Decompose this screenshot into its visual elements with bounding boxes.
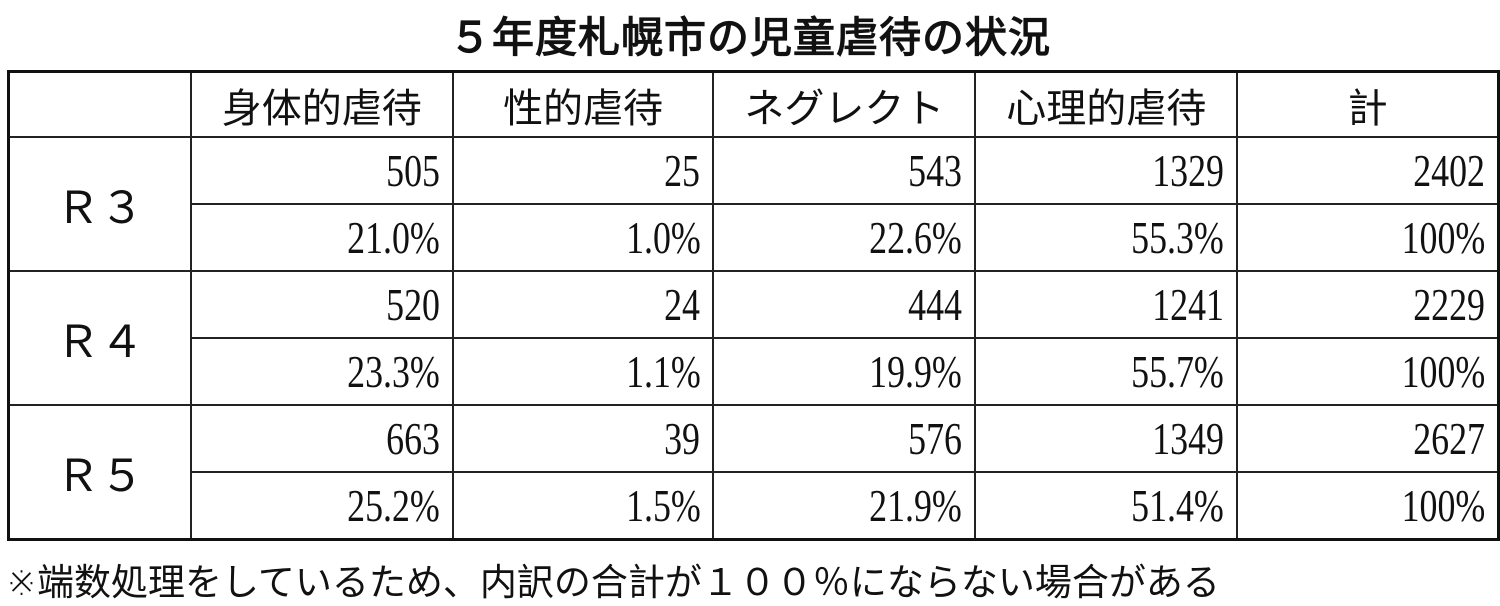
cell-value: 663 <box>385 413 440 464</box>
cell-value: 24 <box>664 279 701 330</box>
percent-cell: 51.4% <box>974 471 1239 541</box>
count-cell: 576 <box>712 404 977 473</box>
cell-value: 543 <box>908 145 963 196</box>
header-row: 身体的虐待 性的虐待 ネグレクト 心理的虐待計 <box>7 70 1500 138</box>
count-row: Ｒ３ 505 25 543 1329 2402 <box>7 136 1500 272</box>
table-title: ５年度札幌市の児童虐待の状況 <box>448 13 1051 62</box>
percent-cell: 55.3% <box>974 203 1239 272</box>
percent-cell: 21.0% <box>189 203 454 272</box>
percent-cell: 25.2% <box>189 471 454 541</box>
count-cell: 520 <box>189 270 454 339</box>
cell-value: 55.7% <box>1131 346 1225 397</box>
percent-cell: 1.1% <box>451 337 715 406</box>
year-label: Ｒ４ <box>7 270 192 406</box>
percent-cell: 100% <box>1236 337 1500 406</box>
percent-cell: 100% <box>1236 471 1500 541</box>
cell-value: 2402 <box>1413 145 1485 196</box>
count-cell: 2627 <box>1236 404 1500 473</box>
cell-value: 100% <box>1401 480 1485 531</box>
count-row: Ｒ４ 520 24 444 1241 2229 <box>7 270 1500 406</box>
percent-cell: 22.6% <box>712 203 977 272</box>
column-header: 身体的虐待 <box>189 70 454 138</box>
year-label: Ｒ５ <box>7 404 192 541</box>
count-cell: 505 <box>189 136 454 205</box>
cell-value: 1.0% <box>625 212 701 263</box>
count-cell: 2229 <box>1236 270 1500 339</box>
cell-value: 21.0% <box>346 212 440 263</box>
cell-value: 39 <box>664 413 701 464</box>
percent-cell: 55.7% <box>974 337 1239 406</box>
percent-cell: 1.5% <box>451 471 715 541</box>
cell-value: 100% <box>1401 212 1485 263</box>
column-header: 心理的虐待 <box>974 70 1239 138</box>
cell-value: 505 <box>385 145 440 196</box>
cell-value: 25.2% <box>346 480 440 531</box>
count-cell: 2402 <box>1236 136 1500 205</box>
cell-value: 1.5% <box>625 480 701 531</box>
percent-row: 23.3% 1.1% 19.9% 55.7% 100% <box>9 337 1500 406</box>
cell-value: 520 <box>385 279 440 330</box>
cell-value: 1349 <box>1152 413 1225 464</box>
percent-cell: 23.3% <box>189 337 454 406</box>
cell-value: 576 <box>908 413 963 464</box>
count-row: Ｒ５ 663 39 576 1349 2627 <box>7 404 1500 541</box>
count-cell: 444 <box>712 270 977 339</box>
cell-value: 19.9% <box>869 346 963 397</box>
cell-value: 22.6% <box>869 212 963 263</box>
percent-cell: 1.0% <box>451 203 715 272</box>
count-cell: 1349 <box>974 404 1239 473</box>
abuse-statistics-table: 身体的虐待 性的虐待 ネグレクト 心理的虐待計 Ｒ３ 505 25 543 1329 2402 2… <box>7 70 1500 541</box>
corner-header <box>7 70 192 138</box>
count-cell: 25 <box>451 136 715 205</box>
percent-cell: 100% <box>1236 203 1500 272</box>
cell-value: 2627 <box>1413 413 1485 464</box>
count-cell: 1329 <box>974 136 1239 205</box>
count-cell: 39 <box>451 404 715 473</box>
cell-value: 2229 <box>1413 279 1485 330</box>
cell-value: 100% <box>1401 346 1485 397</box>
count-cell: 543 <box>712 136 977 205</box>
percent-cell: 19.9% <box>712 337 977 406</box>
count-cell: 24 <box>451 270 715 339</box>
cell-value: 25 <box>664 145 701 196</box>
percent-row: 25.2% 1.5% 21.9% 51.4% 100% <box>9 471 1500 541</box>
cell-value: 1329 <box>1152 145 1225 196</box>
cell-value: 55.3% <box>1131 212 1225 263</box>
count-cell: 1241 <box>974 270 1239 339</box>
cell-value: 21.9% <box>869 480 963 531</box>
column-header: 計 <box>1236 70 1500 138</box>
cell-value: 1.1% <box>625 346 701 397</box>
cell-value: 444 <box>908 279 963 330</box>
column-header: 性的虐待 <box>451 70 715 138</box>
footnote: ※端数処理をしているため、内訳の合計が１００％にならない場合がある <box>6 561 1220 604</box>
cell-value: 23.3% <box>346 346 440 397</box>
column-header: ネグレクト <box>712 70 977 138</box>
cell-value: 1241 <box>1152 279 1225 330</box>
percent-cell: 21.9% <box>712 471 977 541</box>
count-cell: 663 <box>189 404 454 473</box>
cell-value: 51.4% <box>1131 480 1225 531</box>
percent-row: 21.0% 1.0% 22.6% 55.3% 100% <box>9 203 1500 272</box>
year-label: Ｒ３ <box>7 136 192 272</box>
